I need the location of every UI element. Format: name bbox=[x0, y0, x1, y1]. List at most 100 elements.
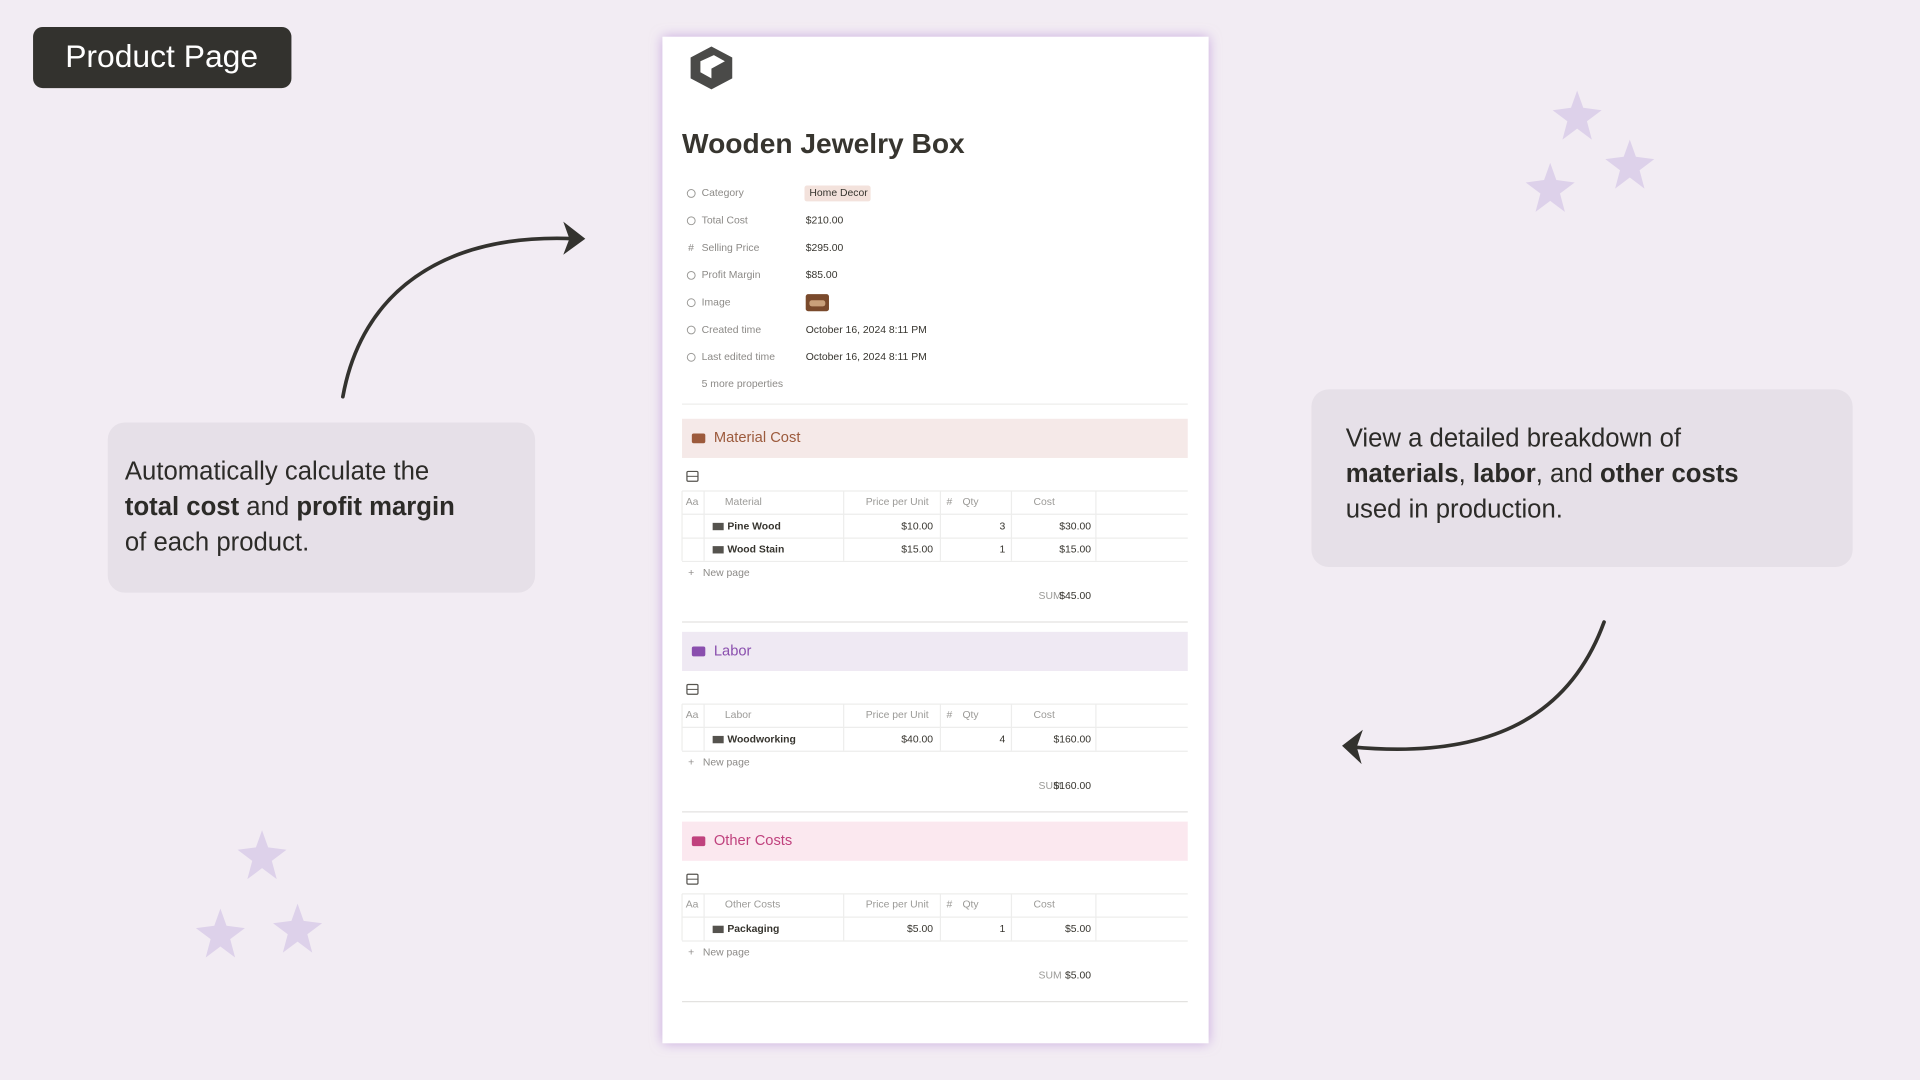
row-cost: $160.00 bbox=[1053, 734, 1091, 745]
row-cost: $15.00 bbox=[1059, 545, 1091, 556]
plus: + bbox=[688, 758, 694, 769]
callout-text: , bbox=[1459, 460, 1473, 488]
arrows bbox=[341, 236, 1606, 751]
left-callout bbox=[107, 422, 536, 593]
callout-text: profit margin bbox=[296, 493, 455, 521]
callout-text: other costs bbox=[1600, 460, 1739, 488]
callout-line: View a detailed breakdown of bbox=[1346, 424, 1682, 452]
callout-text: used in production. bbox=[1346, 495, 1563, 523]
section-title: Labor bbox=[714, 643, 752, 659]
col-header: Qty bbox=[962, 900, 979, 911]
new-page: New page bbox=[703, 758, 750, 769]
prop-label: Profit Margin bbox=[702, 270, 761, 281]
prop-label: Image bbox=[702, 297, 731, 308]
callout-line: used in production. bbox=[1346, 495, 1563, 523]
new-page: New page bbox=[703, 568, 750, 579]
col-icon: # bbox=[947, 710, 953, 721]
prop-icon bbox=[686, 270, 696, 280]
sum-label: SUM bbox=[1039, 971, 1062, 982]
sum-label: SUM bbox=[1039, 591, 1062, 602]
row-qty: 3 bbox=[1000, 521, 1006, 532]
col-header: Material bbox=[725, 497, 762, 508]
prop-value: $295.00 bbox=[806, 243, 844, 254]
badge bbox=[33, 26, 292, 89]
section-title: Material Cost bbox=[714, 430, 801, 446]
plus: + bbox=[688, 947, 694, 958]
callout-text: Automatically calculate the bbox=[125, 457, 429, 485]
callout-line: of each product. bbox=[125, 528, 309, 556]
prop-icon bbox=[686, 352, 696, 362]
prop-value: Home Decor bbox=[809, 188, 868, 199]
row-qty: 4 bbox=[1000, 734, 1006, 745]
col-header: Qty bbox=[962, 710, 979, 721]
col-header: Labor bbox=[725, 710, 752, 721]
prop-icon bbox=[686, 189, 696, 198]
section-title: Other Costs bbox=[714, 833, 792, 849]
logo bbox=[690, 46, 733, 90]
stars bbox=[195, 90, 1655, 958]
prop-icon bbox=[686, 216, 696, 226]
right-callout bbox=[1311, 389, 1853, 567]
col-icon: # bbox=[947, 497, 953, 508]
arrow-head bbox=[563, 221, 586, 255]
badge-text: Product Page bbox=[65, 38, 258, 74]
section-icon bbox=[691, 646, 706, 657]
row-icon bbox=[712, 925, 724, 934]
col-icon: Aa bbox=[686, 497, 699, 508]
col-header: Cost bbox=[1033, 710, 1054, 721]
callout-text: , and bbox=[1536, 460, 1600, 488]
col-icon: Aa bbox=[686, 900, 699, 911]
page-title: Wooden Jewelry Box bbox=[682, 128, 965, 159]
prop-label: Created time bbox=[702, 325, 762, 336]
row-price: $40.00 bbox=[901, 734, 933, 745]
col-header: Cost bbox=[1033, 900, 1054, 911]
col-header: Price per Unit bbox=[866, 900, 929, 911]
callout-line: Automatically calculate the bbox=[125, 457, 429, 485]
prop-value: October 16, 2024 8:11 PM bbox=[806, 325, 927, 336]
col-icon: Aa bbox=[686, 710, 699, 721]
prop-icon bbox=[686, 325, 696, 335]
notion-page bbox=[662, 36, 1209, 1044]
row-price: $10.00 bbox=[901, 521, 933, 532]
section-header bbox=[682, 418, 1188, 458]
prop-icon bbox=[686, 298, 696, 308]
sum-value: $160.00 bbox=[1053, 781, 1091, 792]
row-price: $5.00 bbox=[907, 924, 933, 935]
section-icon bbox=[691, 836, 706, 847]
row-qty: 1 bbox=[1000, 924, 1006, 935]
row-price: $15.00 bbox=[901, 545, 933, 556]
callout-line: total cost and profit margin bbox=[125, 493, 455, 521]
callout-text: total cost bbox=[125, 493, 240, 521]
prop-value: $85.00 bbox=[806, 270, 838, 281]
callout-text: materials bbox=[1346, 460, 1459, 488]
callout-text: View a detailed breakdown of bbox=[1346, 424, 1682, 452]
prop-label: Last edited time bbox=[702, 352, 776, 363]
tag bbox=[804, 185, 871, 202]
callout-text: labor bbox=[1473, 460, 1536, 488]
row-qty: 1 bbox=[1000, 545, 1006, 556]
sum-value: $5.00 bbox=[1065, 971, 1091, 982]
row-cost: $5.00 bbox=[1065, 924, 1091, 935]
row-name: Pine Wood bbox=[727, 521, 781, 532]
col-header: Other Costs bbox=[725, 900, 780, 911]
prop-label: Selling Price bbox=[702, 243, 760, 254]
prop-image-detail bbox=[809, 300, 826, 307]
row-cost: $30.00 bbox=[1059, 521, 1091, 532]
col-header: Cost bbox=[1033, 497, 1054, 508]
row-icon bbox=[712, 546, 724, 554]
prop-value: October 16, 2024 8:11 PM bbox=[806, 352, 927, 363]
section-header bbox=[682, 821, 1188, 861]
col-header: Price per Unit bbox=[866, 497, 929, 508]
section-header bbox=[682, 631, 1188, 672]
page-content: Category Home Decor Total Cost $210.00 # Sell… bbox=[681, 185, 1188, 1003]
callout-text: of each product. bbox=[125, 528, 309, 556]
section-icon bbox=[691, 433, 706, 444]
col-header: Price per Unit bbox=[866, 710, 929, 721]
col-icon: # bbox=[947, 900, 953, 911]
prop-value: $210.00 bbox=[806, 216, 844, 227]
prop-icon: # bbox=[688, 243, 694, 254]
arrow-head bbox=[1342, 729, 1363, 765]
sum-value: $45.00 bbox=[1059, 591, 1091, 602]
